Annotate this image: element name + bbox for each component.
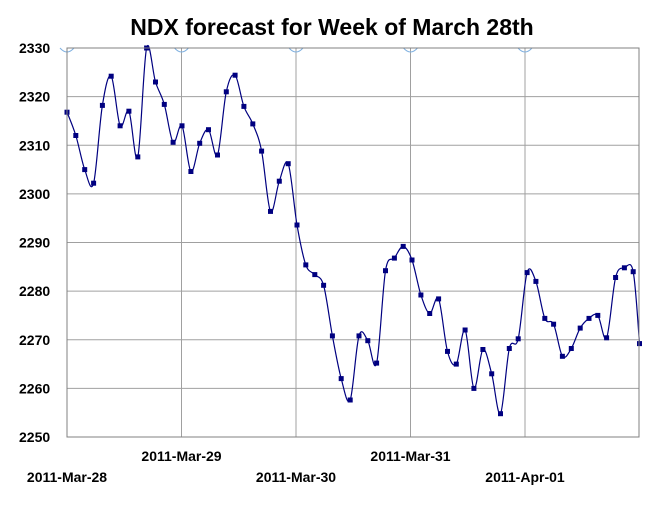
data-point (630, 269, 636, 275)
data-point (250, 121, 256, 127)
data-point (427, 311, 433, 316)
data-point (391, 255, 397, 261)
data-point (551, 321, 557, 327)
data-point (135, 154, 141, 160)
x-tick-label: 2011-Mar-29 (141, 448, 221, 464)
data-point (595, 312, 601, 318)
y-tick-label: 2270 (19, 332, 50, 348)
data-point (604, 335, 610, 341)
x-tick-label: 2011-Apr-01 (485, 469, 565, 485)
data-point (82, 167, 88, 173)
y-axis-ticks: 2250 2260 2270 2280 2290 2300 2310 2320 2330 (19, 40, 50, 445)
series-layer (64, 44, 642, 417)
data-point (515, 336, 521, 342)
gridline-cap (403, 47, 418, 53)
data-point (409, 257, 415, 263)
data-point (445, 348, 450, 354)
data-point (542, 315, 548, 321)
data-point (374, 360, 380, 366)
data-point (259, 148, 265, 154)
data-point (480, 347, 486, 352)
data-point (400, 243, 406, 249)
data-point (533, 278, 539, 284)
data-point (312, 272, 318, 278)
data-point (161, 101, 167, 107)
y-tick-label: 2320 (19, 89, 50, 105)
data-point (73, 133, 79, 138)
x-axis-ticks: 2011-Mar-28 2011-Mar-29 2011-Mar-30 2011-Ma… (27, 448, 565, 485)
x-tick-label: 2011-Mar-30 (256, 469, 336, 485)
data-point (621, 265, 627, 271)
data-point (153, 79, 158, 85)
gridline-cap (174, 47, 189, 53)
data-point (215, 152, 220, 158)
data-point (489, 371, 495, 377)
data-point (462, 327, 468, 333)
data-point (613, 275, 619, 280)
data-point (206, 127, 211, 133)
data-point (294, 222, 300, 228)
data-point (436, 296, 442, 302)
data-point (568, 346, 574, 351)
data-point (453, 361, 459, 367)
data-point (559, 353, 565, 359)
data-point (276, 178, 282, 184)
data-point (471, 385, 477, 391)
y-tick-label: 2280 (19, 283, 50, 299)
data-point (91, 180, 97, 186)
data-point (223, 89, 229, 95)
data-point (321, 282, 327, 288)
data-point (197, 140, 203, 146)
data-point (498, 411, 503, 417)
data-point (99, 102, 105, 108)
gridline-cap (517, 47, 533, 53)
data-point (524, 270, 530, 276)
data-point (418, 292, 424, 298)
y-tick-label: 2260 (19, 380, 50, 396)
data-point (383, 268, 388, 274)
data-point (188, 169, 194, 174)
data-point (108, 73, 114, 79)
y-tick-label: 2330 (19, 40, 50, 56)
y-tick-label: 2300 (19, 186, 50, 202)
data-point (338, 376, 344, 382)
gridline-cap (288, 47, 304, 53)
data-point (586, 315, 592, 321)
y-tick-label: 2250 (19, 429, 50, 445)
y-tick-label: 2290 (19, 235, 50, 251)
plot-area (66, 47, 640, 438)
data-point (126, 108, 132, 114)
x-tick-label: 2011-Mar-31 (370, 448, 450, 464)
data-point (577, 325, 583, 331)
data-point (356, 333, 362, 339)
series-line (66, 44, 641, 415)
grid-layer (59, 47, 639, 438)
data-point (506, 346, 512, 351)
data-point (347, 397, 353, 403)
data-point (303, 262, 309, 268)
data-point (170, 139, 176, 145)
data-point (241, 103, 247, 109)
data-point (268, 208, 273, 214)
data-point (117, 123, 123, 129)
x-tick-label: 2011-Mar-28 (27, 469, 107, 485)
data-point (329, 333, 335, 339)
data-point (179, 123, 185, 129)
chart-title: NDX forecast for Week of March 28th (130, 14, 533, 40)
data-point (285, 161, 291, 167)
data-point (232, 72, 238, 78)
data-point (365, 338, 371, 344)
y-tick-label: 2310 (19, 137, 50, 153)
